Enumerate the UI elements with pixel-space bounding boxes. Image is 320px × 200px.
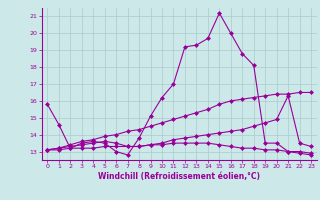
X-axis label: Windchill (Refroidissement éolien,°C): Windchill (Refroidissement éolien,°C) [98, 172, 260, 181]
